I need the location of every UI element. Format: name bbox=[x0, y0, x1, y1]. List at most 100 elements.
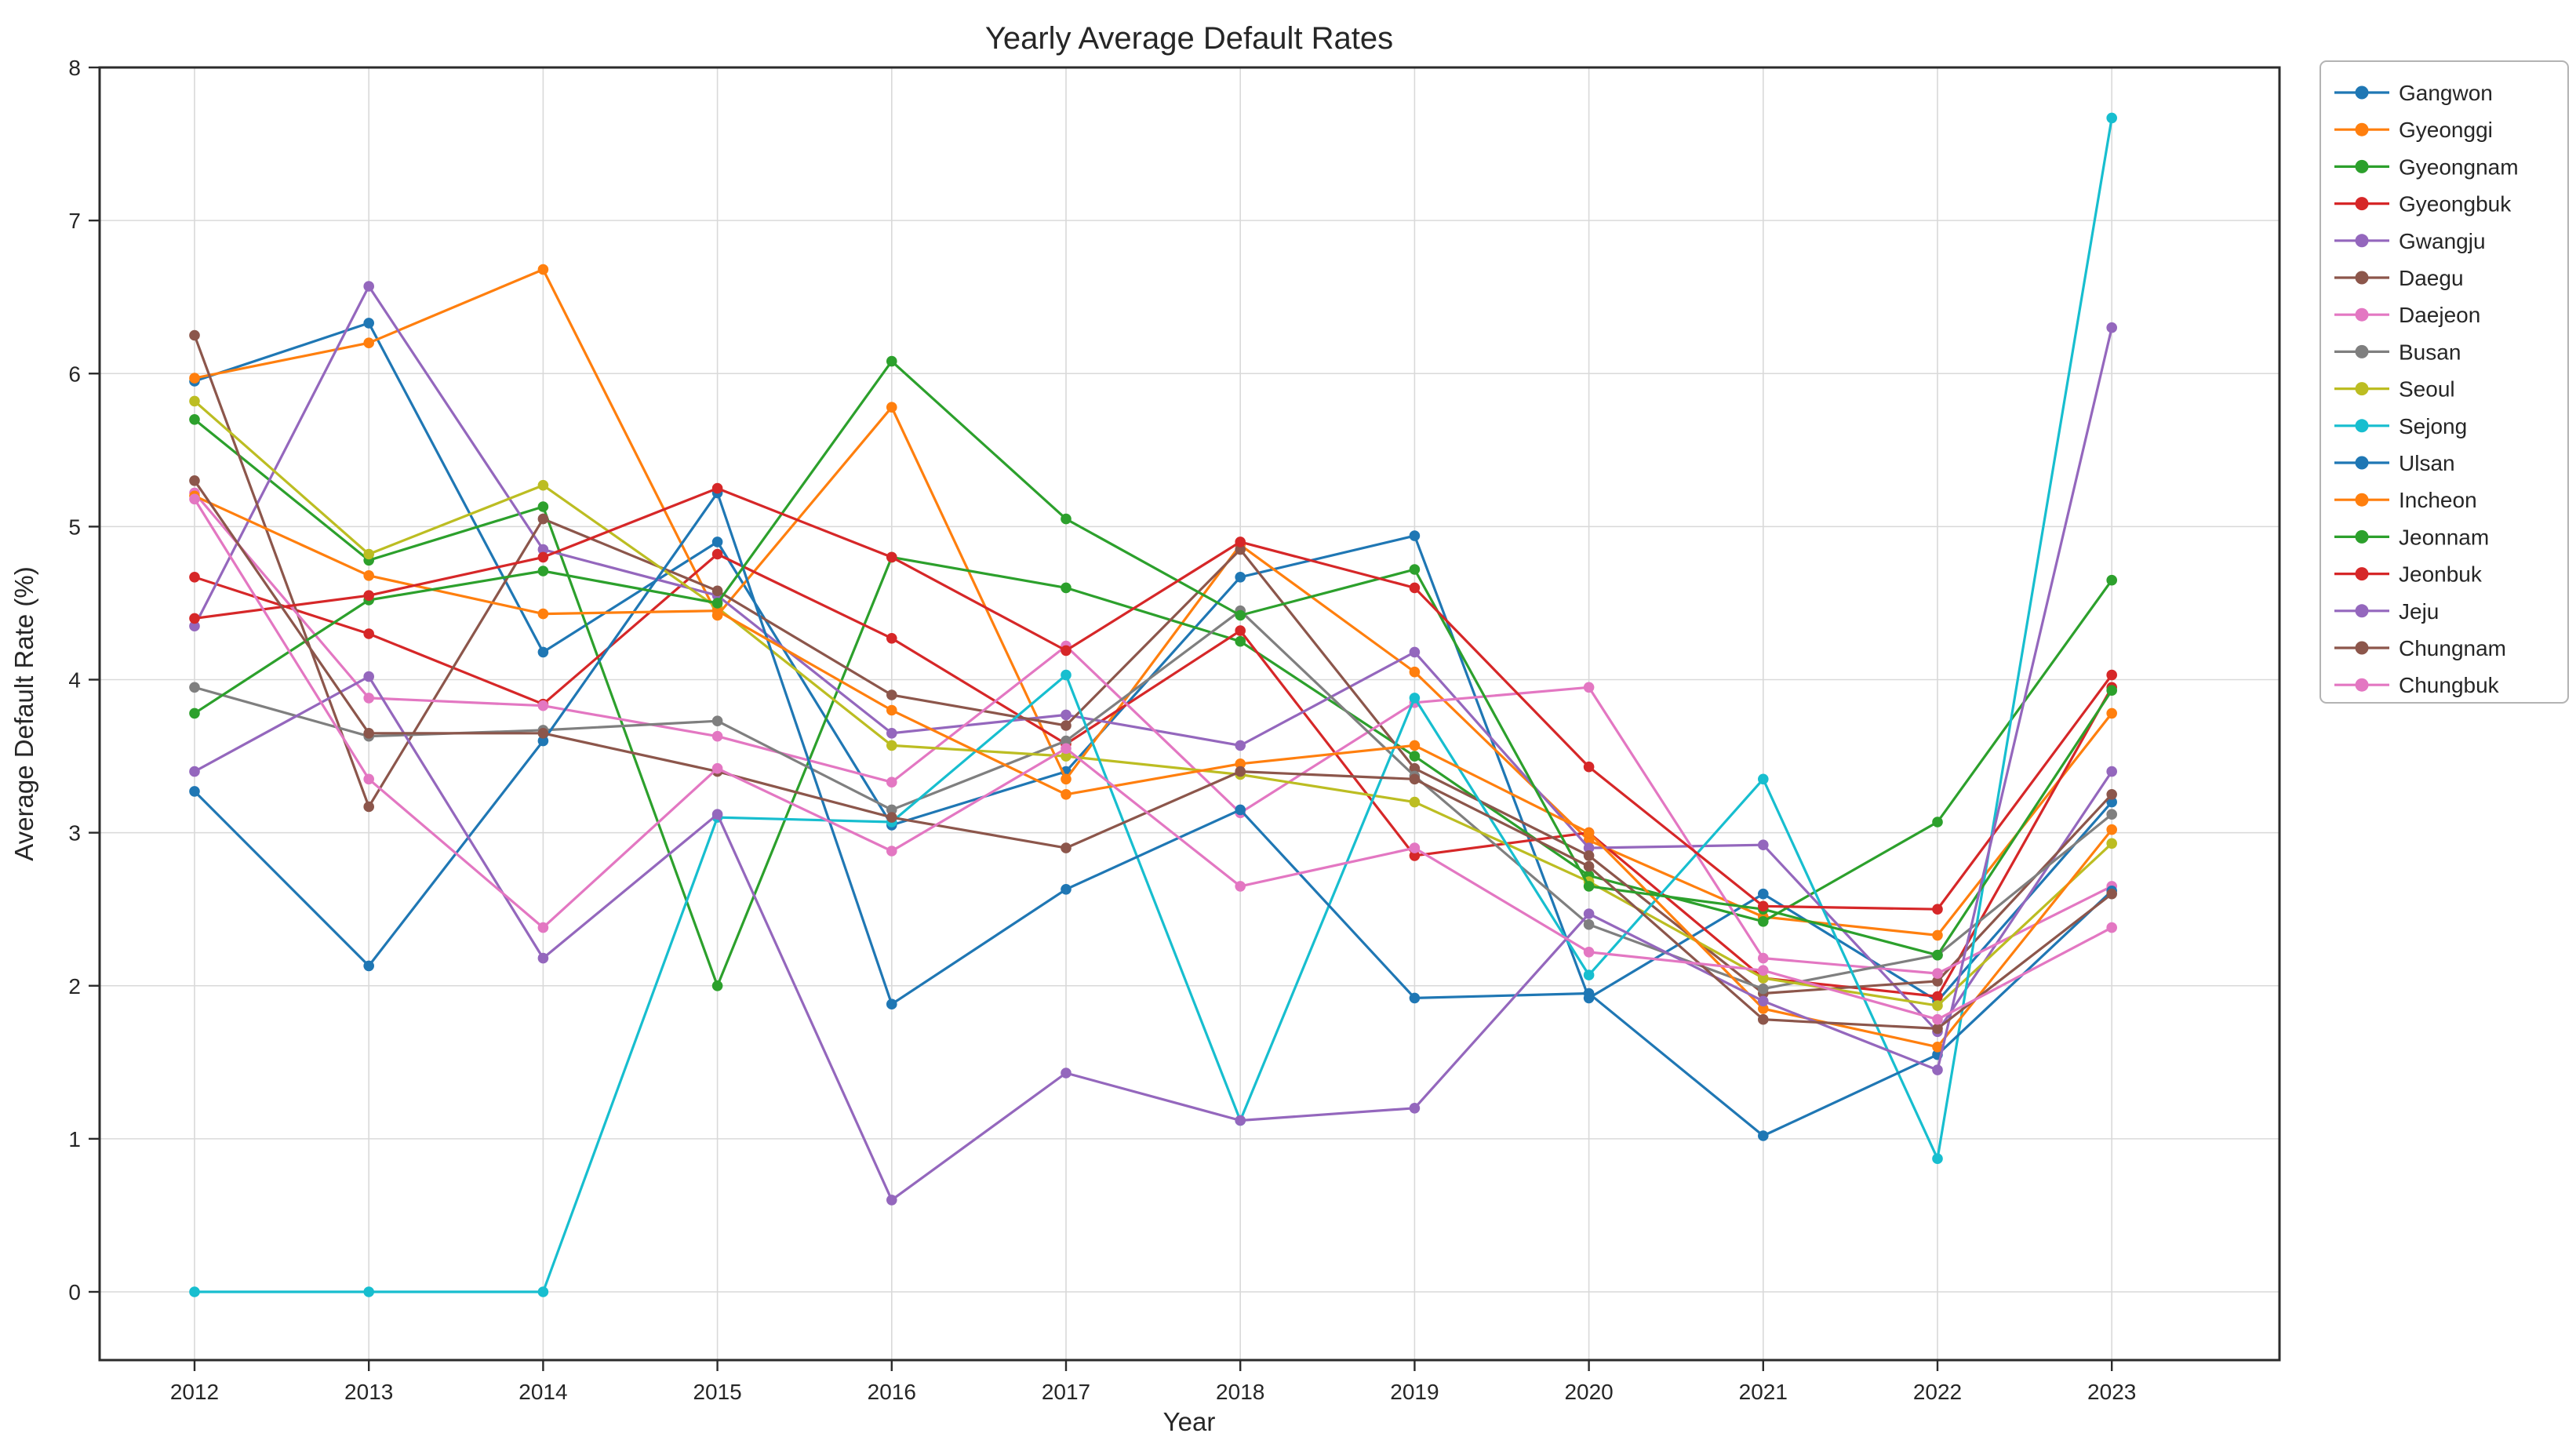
y-tick-label-4: 4 bbox=[68, 668, 81, 693]
legend-marker-Jeju bbox=[2355, 604, 2369, 618]
data-point-Busan-2023 bbox=[2106, 809, 2117, 820]
data-point-Gyeongnam-2014 bbox=[537, 501, 549, 512]
data-point-Jeonnam-2016 bbox=[886, 355, 897, 367]
y-tick-label-2: 2 bbox=[68, 974, 81, 998]
data-point-Seoul-2021 bbox=[1758, 973, 1769, 984]
x-axis-label: Year bbox=[1163, 1407, 1216, 1436]
data-point-Jeju-2019 bbox=[1409, 1103, 1421, 1114]
data-point-Gyeongnam-2015 bbox=[711, 980, 723, 991]
series-layer bbox=[189, 112, 2117, 1297]
series-line-Gwangju bbox=[193, 285, 2113, 1033]
legend-marker-Busan bbox=[2355, 344, 2369, 358]
legend-marker-Incheon bbox=[2355, 493, 2369, 507]
series-markers-Sejong bbox=[189, 112, 2117, 1297]
legend-label-Jeonbuk: Jeonbuk bbox=[2399, 562, 2483, 587]
series-markers-Incheon bbox=[189, 490, 2117, 1053]
data-point-Gyeongnam-2019 bbox=[1409, 751, 1421, 762]
data-point-Chungbuk-2014 bbox=[537, 922, 549, 933]
data-point-Chungbuk-2021 bbox=[1758, 965, 1769, 976]
data-point-Ulsan-2013 bbox=[363, 960, 375, 972]
series-line-Ulsan bbox=[193, 491, 2113, 1137]
legend-item-Jeonnam: Jeonnam bbox=[2334, 525, 2489, 549]
data-point-Gyeonggi-2017 bbox=[1061, 773, 1072, 785]
data-point-Incheon-2018 bbox=[1235, 758, 1246, 769]
legend-item-Incheon: Incheon bbox=[2334, 488, 2477, 512]
data-point-Daejeon-2013 bbox=[363, 693, 375, 704]
data-point-Jeonnam-2019 bbox=[1409, 564, 1421, 575]
chart-title: Yearly Average Default Rates bbox=[985, 21, 1393, 56]
data-point-Ulsan-2016 bbox=[886, 998, 897, 1009]
data-point-Gyeongbuk-2013 bbox=[363, 628, 375, 639]
data-point-Chungbuk-2020 bbox=[1583, 947, 1595, 958]
data-point-Busan-2016 bbox=[886, 804, 897, 816]
series-line-Gyeonggi bbox=[193, 268, 2113, 937]
y-tick-label-8: 8 bbox=[68, 56, 81, 80]
legend-label-Gangwon: Gangwon bbox=[2399, 81, 2493, 105]
data-point-Gyeongnam-2012 bbox=[189, 414, 200, 425]
series-line-Chungbuk bbox=[193, 497, 2113, 1021]
data-point-Daegu-2023 bbox=[2106, 789, 2117, 800]
legend-label-Busan: Busan bbox=[2399, 340, 2461, 364]
data-point-Sejong-2019 bbox=[1409, 693, 1421, 704]
legend-item-Gyeonggi: Gyeonggi bbox=[2334, 118, 2493, 142]
legend-marker-Daejeon bbox=[2355, 307, 2369, 322]
legend-marker-Chungnam bbox=[2355, 641, 2369, 655]
data-point-Jeju-2012 bbox=[189, 766, 200, 777]
data-point-Gangwon-2015 bbox=[711, 537, 723, 547]
data-point-Chungnam-2014 bbox=[537, 728, 549, 739]
data-point-Jeonbuk-2012 bbox=[189, 613, 200, 624]
series-line-Chungnam bbox=[193, 479, 2113, 1031]
x-tick-label-2020: 2020 bbox=[1564, 1380, 1613, 1404]
data-point-Daegu-2015 bbox=[711, 585, 723, 597]
legend-label-Seoul: Seoul bbox=[2399, 377, 2455, 402]
series-markers-Chungbuk bbox=[189, 493, 2117, 1025]
series-line-Incheon bbox=[193, 494, 2113, 1049]
legend-item-Daejeon: Daejeon bbox=[2334, 303, 2480, 327]
data-point-Incheon-2016 bbox=[886, 704, 897, 716]
legend-label-Sejong: Sejong bbox=[2399, 414, 2467, 438]
series-line-Seoul bbox=[193, 399, 2113, 1007]
y-tick-label-0: 0 bbox=[68, 1280, 81, 1304]
data-point-Chungbuk-2019 bbox=[1409, 842, 1421, 853]
data-point-Chungnam-2020 bbox=[1583, 860, 1595, 872]
data-point-Gangwon-2013 bbox=[363, 318, 375, 329]
data-point-Incheon-2021 bbox=[1758, 1003, 1769, 1014]
legend-item-Jeonbuk: Jeonbuk bbox=[2334, 562, 2483, 587]
data-point-Gangwon-2018 bbox=[1235, 572, 1246, 583]
y-tick-label-3: 3 bbox=[68, 821, 81, 846]
data-point-Sejong-2023 bbox=[2106, 112, 2117, 124]
data-point-Jeonbuk-2019 bbox=[1409, 582, 1421, 594]
data-point-Jeonbuk-2016 bbox=[886, 551, 897, 563]
tick-layer: 2012 2013 2014 2015 2016 2017 2018 2019 2020 2021… bbox=[68, 56, 2136, 1404]
data-point-Jeju-2018 bbox=[1235, 1115, 1246, 1126]
axes-frame bbox=[98, 66, 2281, 1362]
data-point-Ulsan-2018 bbox=[1235, 804, 1246, 816]
y-tick-label-1: 1 bbox=[68, 1127, 81, 1151]
x-tick-label-2022: 2022 bbox=[1913, 1380, 1962, 1404]
legend-marker-Gangwon bbox=[2355, 85, 2369, 100]
data-point-Chungbuk-2015 bbox=[711, 762, 723, 774]
data-point-Gyeonggi-2020 bbox=[1583, 835, 1595, 846]
data-point-Gyeongnam-2017 bbox=[1061, 582, 1072, 594]
data-point-Seoul-2014 bbox=[537, 479, 549, 491]
data-point-Busan-2021 bbox=[1758, 983, 1769, 995]
data-point-Ulsan-2014 bbox=[537, 735, 549, 747]
data-point-Daegu-2020 bbox=[1583, 850, 1595, 861]
data-point-Gwangju-2016 bbox=[886, 728, 897, 739]
y-tick-label-6: 6 bbox=[68, 362, 81, 386]
data-point-Gyeongbuk-2019 bbox=[1409, 850, 1421, 861]
data-point-Seoul-2012 bbox=[189, 395, 200, 407]
data-point-Ulsan-2019 bbox=[1409, 992, 1421, 1004]
legend-item-Sejong: Sejong bbox=[2334, 414, 2467, 438]
data-point-Gyeongnam-2018 bbox=[1235, 635, 1246, 647]
legend-item-Daegu: Daegu bbox=[2334, 266, 2464, 290]
data-point-Sejong-2014 bbox=[537, 1286, 549, 1297]
data-point-Jeonnam-2020 bbox=[1583, 881, 1595, 892]
data-point-Jeonbuk-2023 bbox=[2106, 669, 2117, 681]
data-point-Daegu-2013 bbox=[363, 801, 375, 813]
legend-label-Ulsan: Ulsan bbox=[2399, 451, 2455, 475]
data-point-Gwangju-2013 bbox=[363, 281, 375, 292]
data-point-Sejong-2013 bbox=[363, 1286, 375, 1297]
data-point-Seoul-2022 bbox=[1932, 1000, 1943, 1011]
